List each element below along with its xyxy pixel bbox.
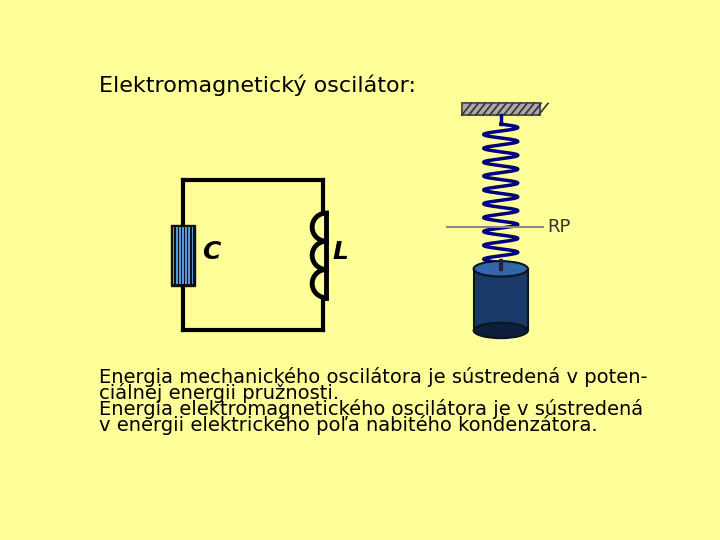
Bar: [189, 227, 190, 284]
Bar: [182, 227, 184, 284]
Text: ciálnej energii pružnosti.: ciálnej energii pružnosti.: [99, 383, 339, 403]
Bar: [192, 227, 193, 284]
Bar: [179, 227, 181, 284]
Bar: [462, 103, 539, 115]
Bar: [173, 227, 174, 284]
Bar: [474, 269, 528, 330]
Ellipse shape: [474, 261, 528, 276]
Bar: [171, 225, 195, 286]
Text: v energii elektrického poľa nabitého kondenzátora.: v energii elektrického poľa nabitého kon…: [99, 415, 598, 435]
Text: Energia elektromagnetického oscilátora je v sústredená: Energia elektromagnetického oscilátora j…: [99, 399, 644, 419]
Text: Elektromagnetický oscilátor:: Elektromagnetický oscilátor:: [99, 74, 416, 96]
Text: C: C: [202, 240, 220, 264]
Text: L: L: [333, 240, 348, 264]
Bar: [176, 227, 178, 284]
Ellipse shape: [474, 323, 528, 338]
Text: RP: RP: [547, 218, 571, 235]
Bar: [185, 227, 187, 284]
Text: Energia mechanického oscilátora je sústredená v poten-: Energia mechanického oscilátora je sústr…: [99, 367, 648, 387]
